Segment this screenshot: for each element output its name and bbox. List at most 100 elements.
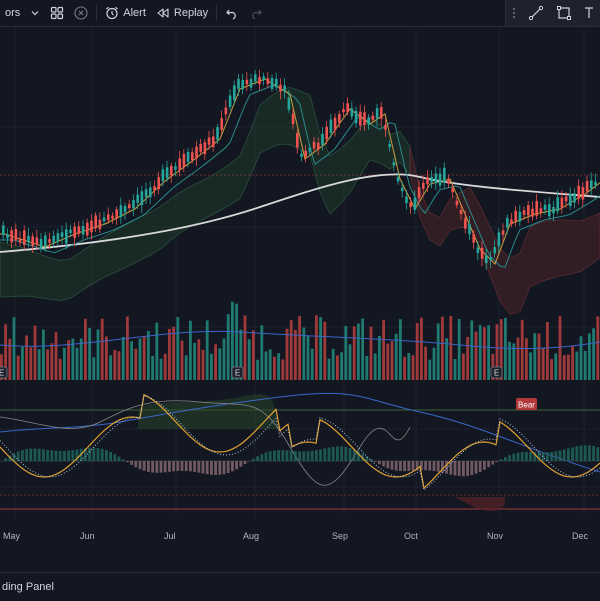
candle-body [23, 230, 26, 244]
candle [430, 170, 433, 188]
redo-button[interactable] [244, 0, 268, 26]
volume-bar [67, 340, 70, 380]
volume-bar [365, 356, 368, 380]
macd-histogram-bar [500, 459, 503, 461]
candle [250, 74, 253, 91]
candle-body [359, 112, 362, 126]
candle [94, 212, 97, 232]
volume-bar [281, 359, 284, 380]
macd-histogram-bar [315, 450, 318, 461]
macd-histogram-bar [517, 453, 520, 461]
candle [141, 186, 144, 213]
candle-body [418, 187, 421, 198]
remove-indicators-button[interactable] [69, 0, 93, 26]
volume-bar [244, 316, 247, 380]
trend-line-tool[interactable] [522, 0, 550, 26]
rectangle-tool[interactable] [550, 0, 578, 26]
volume-bar [97, 329, 100, 380]
candle [355, 106, 358, 127]
volume-bar [533, 333, 536, 380]
candle-body [481, 248, 484, 259]
indicators-dropdown[interactable] [25, 0, 45, 26]
replay-button[interactable]: Replay [151, 0, 213, 26]
volume-bar [592, 328, 595, 380]
volume-bar [567, 355, 570, 380]
templates-button[interactable] [45, 0, 69, 26]
candle [443, 162, 446, 187]
volume-bar [277, 353, 280, 380]
candle [548, 198, 551, 220]
volume-bar [386, 344, 389, 380]
volume-bar [470, 320, 473, 380]
macd-histogram-bar [344, 447, 347, 461]
candle-body [468, 224, 471, 235]
macd-histogram-bar [332, 447, 335, 461]
candle-body [107, 214, 110, 220]
macd-histogram-bar [21, 450, 24, 461]
undo-button[interactable] [220, 0, 244, 26]
macd-histogram-bar [105, 450, 108, 461]
macd-histogram-bar [311, 451, 314, 461]
macd-histogram-bar [59, 451, 62, 461]
candle-body [145, 189, 148, 197]
macd-histogram-bar [139, 461, 142, 469]
candle-body [317, 143, 320, 150]
text-tool[interactable] [578, 0, 600, 26]
earnings-marker: E [491, 367, 502, 378]
candle [426, 170, 429, 192]
volume-bar [59, 359, 62, 380]
macd-histogram-bar [126, 461, 129, 462]
candle-body [237, 79, 240, 89]
candle-body [10, 230, 13, 242]
candle-body [544, 205, 547, 210]
volume-bar [571, 346, 574, 380]
candle [346, 97, 349, 115]
candle-body [246, 80, 249, 85]
candle [237, 74, 240, 96]
volume-bar [441, 317, 444, 380]
candle-body [493, 247, 496, 253]
candle-body [199, 144, 202, 152]
candle-body [514, 211, 517, 221]
candle-body [577, 186, 580, 199]
candle [204, 139, 207, 160]
candle-body [82, 226, 85, 234]
trend-line-icon [528, 5, 544, 21]
candle-body [393, 162, 396, 165]
alert-button[interactable]: Alert [100, 0, 151, 26]
rewind-icon [156, 6, 170, 20]
bottom-panel-label: ding Panel [0, 581, 54, 593]
volume-bar [290, 320, 293, 380]
toolbar-divider [96, 5, 97, 21]
macd-histogram-bar [395, 461, 398, 470]
bottom-panel[interactable]: ding Panel [0, 572, 600, 601]
candle-body [52, 236, 55, 243]
volume-bar [361, 319, 364, 380]
candle-body [208, 138, 211, 145]
volume-bar [181, 341, 184, 380]
macd-histogram-bar [475, 461, 478, 474]
macd-histogram-bar [265, 452, 268, 461]
volume-bar [370, 327, 373, 380]
candle-body [233, 85, 236, 100]
volume-bar [122, 337, 125, 380]
volume-bar [483, 327, 486, 380]
candle [439, 168, 442, 189]
macd-histogram-bar [592, 446, 595, 461]
volume-bar [458, 319, 461, 380]
volume-bar [437, 324, 440, 380]
volume-bar [517, 337, 520, 380]
candle [132, 194, 135, 216]
candle-body [519, 212, 522, 222]
volume-bar [449, 316, 452, 380]
indicators-button[interactable]: ors [0, 0, 25, 26]
candle [514, 206, 517, 226]
volume-bar [479, 325, 482, 380]
candle-body [48, 239, 51, 243]
more-tools-button[interactable] [506, 0, 522, 26]
candle-body [569, 194, 572, 206]
volume-bar [475, 332, 478, 380]
candle-body [216, 127, 219, 140]
volume-bar [588, 333, 591, 380]
